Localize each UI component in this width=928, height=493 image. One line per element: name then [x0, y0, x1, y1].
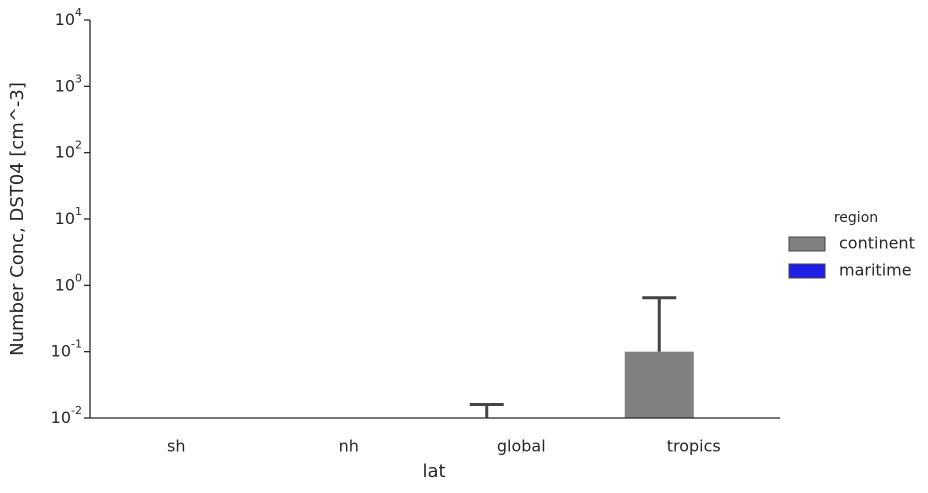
y-axis-title: Number Conc, DST04 [cm^-3] [7, 82, 28, 356]
y-tick-label: 10-2 [51, 404, 82, 427]
y-tick-label: 102 [55, 139, 82, 162]
y-tick-base: 10 [55, 142, 75, 161]
y-tick-base: 10 [55, 10, 75, 29]
y-tick-exponent: 0 [75, 271, 82, 284]
y-tick-exponent: -2 [71, 404, 82, 417]
y-tick-exponent: 2 [75, 139, 82, 152]
x-tick-label: global [497, 437, 546, 456]
y-tick-label: 101 [55, 205, 82, 228]
y-tick-label: 103 [55, 72, 82, 95]
x-tick-label: nh [339, 437, 359, 456]
y-tick-base: 10 [55, 209, 75, 228]
y-tick-base: 10 [51, 341, 71, 360]
y-tick-base: 10 [55, 275, 75, 294]
legend-swatch [788, 263, 826, 279]
y-tick-exponent: 3 [75, 72, 82, 85]
legend-label: continent [839, 234, 915, 253]
x-axis-title: lat [422, 461, 445, 482]
y-tick-label: 104 [55, 6, 82, 29]
y-tick-exponent: -1 [71, 338, 82, 351]
y-tick-label: 10-1 [51, 338, 82, 361]
y-tick-exponent: 4 [75, 6, 82, 19]
x-tick-label: tropics [667, 437, 721, 456]
legend-label: maritime [839, 261, 912, 280]
legend-swatch [788, 236, 826, 252]
legend-title: region [834, 210, 878, 226]
bar [624, 351, 694, 418]
y-tick-label: 100 [55, 271, 82, 294]
x-tick-label: sh [167, 437, 185, 456]
y-tick-base: 10 [55, 76, 75, 95]
y-tick-exponent: 1 [75, 205, 82, 218]
y-tick-base: 10 [51, 408, 71, 427]
